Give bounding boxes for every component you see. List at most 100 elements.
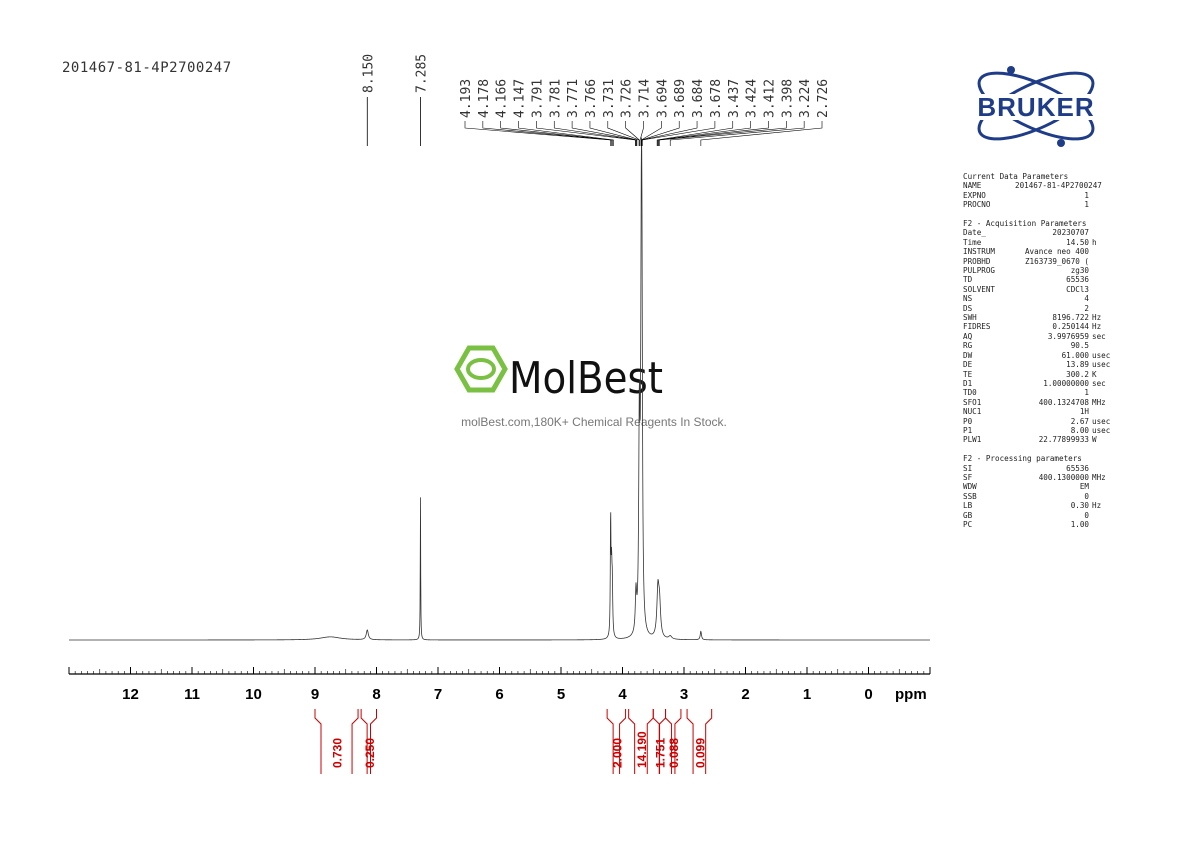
- peak-leader-line: [641, 121, 680, 146]
- peak-leader-line: [641, 121, 698, 146]
- param-key: NUC1: [963, 407, 982, 417]
- peak-label: 4.178: [477, 79, 492, 118]
- param-section: F2 - Acquisition Parameters Date_ 20230707…: [963, 219, 1123, 445]
- param-row: P0 2.67 usec: [963, 417, 1123, 426]
- param-row: PLW1 22.77899933 W: [963, 435, 1123, 444]
- x-tick-label: 6: [495, 686, 503, 703]
- peak-label: 3.771: [566, 79, 581, 118]
- param-value: zg30: [1070, 266, 1089, 276]
- peak-label: 3.726: [620, 79, 635, 118]
- param-row: AQ 3.9976959 sec: [963, 332, 1123, 341]
- integral-bracket: [370, 709, 377, 774]
- param-unit: usec: [1092, 350, 1111, 360]
- peak-label: 3.694: [655, 79, 670, 118]
- peak-leader-line: [589, 121, 638, 146]
- peak-leader-line: [482, 121, 612, 146]
- param-value: 1.00000000: [1043, 378, 1089, 388]
- bruker-logo-text: BRUKER: [977, 92, 1094, 122]
- param-row: SWH 8196.722 Hz: [963, 313, 1123, 322]
- param-row: SFO1 400.1324708 MHz: [963, 398, 1123, 407]
- param-value: 65536: [1066, 275, 1089, 285]
- param-row: RG 90.5: [963, 341, 1123, 350]
- param-row: PC 1.00: [963, 520, 1123, 529]
- param-row: EXPNO 1: [963, 191, 1123, 200]
- peak-leader-line: [657, 121, 751, 146]
- param-value: 3.9976959: [1047, 331, 1089, 341]
- param-key: TD0: [963, 388, 977, 398]
- param-value: 2.67: [1070, 416, 1089, 426]
- param-value: 201467-81-4P2700247: [1015, 181, 1102, 191]
- peak-label: 3.791: [530, 79, 545, 118]
- param-key: AQ: [963, 331, 973, 341]
- param-row: DW 61.000 usec: [963, 351, 1123, 360]
- param-row: TD 65536: [963, 275, 1123, 284]
- integral-bracket: [360, 709, 368, 774]
- param-section-title: F2 - Processing parameters: [963, 454, 1082, 464]
- peak-label: 3.731: [602, 79, 617, 118]
- molbest-wordmark: MolBest: [509, 353, 663, 404]
- peak-label: 3.766: [584, 79, 599, 118]
- param-key: PULPROG: [963, 266, 996, 276]
- param-value: 1: [1084, 200, 1089, 210]
- param-row: NUC1 1H: [963, 407, 1123, 416]
- integral-bracket: [606, 709, 614, 774]
- param-value: 4: [1084, 294, 1089, 304]
- param-unit: MHz: [1092, 397, 1106, 407]
- molbest-tagline: molBest.com,180K+ Chemical Reagents In S…: [461, 415, 727, 429]
- param-value: 1H: [1079, 407, 1089, 417]
- peak-label: 3.781: [548, 79, 563, 118]
- integral-bracket: [674, 709, 682, 774]
- peak-leader-line: [536, 121, 636, 146]
- param-unit: Hz: [1092, 501, 1102, 511]
- x-tick-label: 7: [434, 686, 442, 703]
- param-row: P1 8.00 usec: [963, 426, 1123, 435]
- param-row: TE 300.2 K: [963, 370, 1123, 379]
- x-tick-label: 11: [184, 686, 200, 703]
- peak-leader-line: [656, 121, 734, 146]
- param-unit: Hz: [1092, 322, 1102, 332]
- param-row: DS 2: [963, 304, 1123, 313]
- sample-id: 201467-81-4P2700247: [62, 60, 232, 76]
- peak-leader-line: [553, 121, 637, 146]
- param-key: Date_: [963, 228, 986, 238]
- peak-leader-line: [518, 121, 614, 146]
- param-row: SF 400.1300000 MHz: [963, 473, 1123, 482]
- param-unit: MHz: [1092, 472, 1106, 482]
- peak-leader-line: [625, 121, 640, 146]
- param-key: FIDRES: [963, 322, 991, 332]
- param-key: NAME: [963, 181, 982, 191]
- param-key: PROBHD: [963, 256, 991, 266]
- peak-label: 3.412: [762, 79, 777, 118]
- param-key: DE: [963, 360, 973, 370]
- peak-leader-line: [639, 121, 644, 146]
- x-tick-label: 1: [803, 686, 811, 703]
- molbest-hexagon-icon: [454, 345, 508, 393]
- param-value: 1: [1084, 388, 1089, 398]
- peak-leader-line: [500, 121, 613, 146]
- param-key: TE: [963, 369, 973, 379]
- integral-bracket: [351, 709, 359, 774]
- param-value: 8196.722: [1052, 313, 1089, 323]
- param-row: PROBHD Z163739_0670 (: [963, 257, 1123, 266]
- param-row: NAME 201467-81-4P2700247: [963, 181, 1123, 190]
- x-tick-label: 12: [122, 686, 139, 703]
- param-value: 61.000: [1061, 350, 1089, 360]
- param-row: Date_ 20230707: [963, 228, 1123, 237]
- param-key: NS: [963, 294, 973, 304]
- param-row: DE 13.89 usec: [963, 360, 1123, 369]
- peak-label: 4.147: [513, 79, 528, 118]
- peak-label: 4.193: [459, 79, 474, 118]
- param-section: Current Data Parameters NAME 201467-81-4P2…: [963, 172, 1123, 210]
- x-tick-label: 0: [864, 686, 872, 703]
- param-row: SI 65536: [963, 464, 1123, 473]
- x-tick-label: 9: [311, 686, 319, 703]
- param-value: Avance neo 400: [1024, 247, 1089, 257]
- peak-labels: 8.150 7.285 4.193 4.178 4.166 4.147 3.791 3.781…: [361, 54, 831, 146]
- param-value: 0: [1084, 510, 1089, 520]
- param-key: TD: [963, 275, 973, 285]
- param-row: INSTRUM Avance neo 400: [963, 247, 1123, 256]
- param-unit: usec: [1092, 416, 1111, 426]
- param-value: CDCl3: [1066, 284, 1089, 294]
- integral-bracket: [619, 709, 627, 774]
- peak-leader-line: [571, 121, 637, 146]
